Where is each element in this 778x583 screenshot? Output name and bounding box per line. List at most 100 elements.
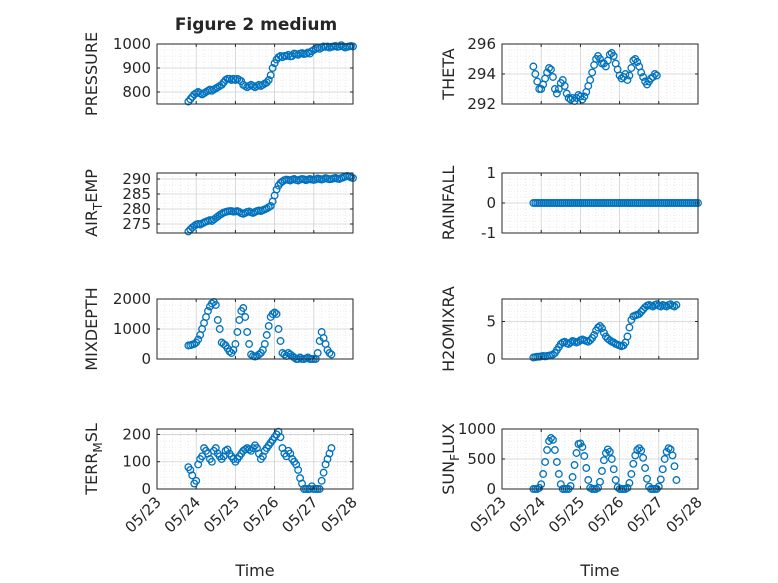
x-axis-label: Time (579, 561, 619, 580)
data-point (672, 476, 681, 484)
data-point (313, 349, 322, 357)
data-point (245, 445, 254, 454)
data-point (599, 328, 608, 337)
data-point (241, 313, 250, 321)
data-point (550, 85, 559, 93)
data-point (670, 302, 679, 311)
figure-title: Figure 2 medium (175, 15, 337, 35)
data-point (547, 434, 555, 442)
y-axis-label: TERRMSL (82, 423, 105, 496)
data-point (552, 89, 561, 98)
data-point (194, 335, 203, 344)
data-point (543, 446, 552, 454)
y-tick-label: 290 (122, 170, 151, 188)
data-point (603, 445, 612, 454)
data-point (584, 476, 593, 484)
series-pressure (184, 41, 357, 106)
data-point (245, 340, 254, 348)
data-point (627, 64, 636, 72)
y-axis-label: H2OMIXRA (439, 286, 458, 372)
x-tick-label: 05/24 (506, 493, 549, 536)
y-tick-label: 1000 (458, 420, 496, 438)
y-tick-label: 292 (467, 95, 496, 113)
data-point (549, 435, 557, 444)
data-point (560, 82, 569, 90)
data-point (552, 458, 561, 466)
data-point (641, 464, 650, 472)
data-point (639, 73, 648, 81)
data-point (652, 71, 661, 80)
data-point (235, 316, 244, 324)
y-tick-label: 285 (122, 185, 151, 203)
data-point (643, 474, 651, 483)
data-point (670, 462, 679, 471)
data-point (623, 483, 632, 492)
data-point (225, 347, 234, 356)
data-point (243, 328, 252, 336)
data-point (607, 455, 616, 463)
data-point (266, 202, 275, 210)
data-point (594, 323, 602, 332)
axes-box (156, 172, 354, 234)
data-point (274, 325, 283, 333)
y-tick-label: 0 (486, 480, 496, 498)
x-axis-label: Time (234, 561, 274, 580)
data-point (580, 452, 589, 460)
data-point (586, 336, 595, 345)
data-point (215, 325, 224, 333)
data-point (633, 58, 642, 66)
data-point (270, 308, 279, 317)
data-point (633, 446, 642, 454)
y-tick-label: 0 (486, 194, 496, 212)
y-axis-label: RAINFALL (439, 166, 458, 241)
data-point (605, 336, 614, 345)
y-axis-label: MIXDEPTH (82, 287, 101, 370)
data-point (623, 332, 632, 341)
data-point (550, 446, 559, 454)
data-point (327, 444, 336, 453)
data-point (317, 476, 326, 485)
data-point (582, 464, 591, 472)
data-point (609, 52, 618, 60)
data-point (204, 307, 212, 315)
data-point (531, 70, 540, 78)
y-axis-label: SUNFLUX (439, 423, 462, 495)
data-point (625, 479, 634, 487)
y-tick-label: 500 (467, 450, 496, 468)
data-point (637, 68, 646, 77)
data-point (262, 78, 271, 87)
data-point (539, 470, 548, 478)
data-point (647, 74, 655, 83)
data-point (562, 89, 571, 98)
data-point (662, 302, 671, 311)
data-point (635, 310, 644, 318)
data-point (537, 85, 546, 93)
series-h2omixra (529, 300, 681, 362)
data-point (280, 350, 289, 359)
series-air_temp (184, 172, 357, 236)
x-tick-label: 05/27 (278, 493, 321, 536)
data-point (658, 465, 667, 474)
data-point (656, 302, 665, 311)
x-tick-label: 05/26 (584, 493, 627, 536)
x-tick-label: 05/25 (200, 493, 243, 536)
data-point (598, 324, 606, 333)
x-tick-label: 05/28 (663, 493, 706, 536)
data-point (637, 446, 646, 455)
y-tick-label: 900 (122, 59, 151, 77)
data-point (609, 465, 618, 474)
y-tick-label: 1000 (113, 35, 151, 53)
data-point (666, 300, 675, 309)
y-axis-label: THETA (439, 48, 458, 100)
data-point (188, 471, 197, 480)
data-point (325, 349, 334, 357)
y-tick-label: 0 (141, 350, 151, 368)
y-tick-label: 0 (486, 350, 496, 368)
data-point (556, 340, 565, 348)
data-point (596, 322, 604, 330)
data-point (327, 350, 336, 359)
